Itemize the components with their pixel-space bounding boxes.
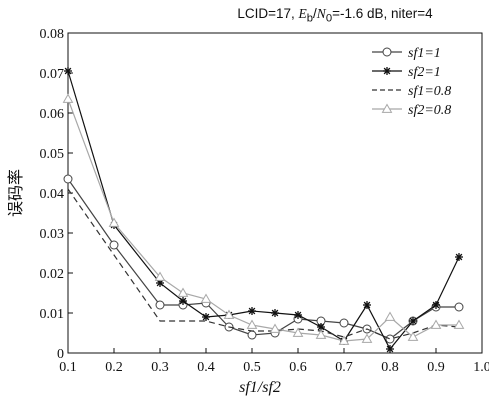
x-tick-label: 0.6: [289, 360, 307, 375]
triangle-marker: [62, 93, 74, 103]
x-tick-label: 0.2: [105, 360, 123, 375]
title-eb-sub: b: [306, 12, 314, 25]
triangle-marker: [338, 335, 350, 345]
triangle-marker: [154, 271, 166, 281]
star-marker: [179, 297, 187, 305]
y-tick-label: 0.07: [40, 67, 65, 82]
triangle-marker: [108, 217, 120, 227]
series-0: [63, 174, 464, 344]
chart-axes: 0.1 0.2 0.3 0.4 0.5 0.6 0.7 0.8 0.9 1.0 0 0.01 0.02 0…: [7, 27, 489, 396]
x-tick-label: 0.3: [151, 360, 169, 375]
x-tick-label: 1.0: [473, 360, 489, 375]
triangle-marker: [361, 333, 373, 343]
x-tick-label: 0.8: [381, 360, 399, 375]
y-tick-label: 0.06: [40, 107, 65, 122]
triangle-marker: [381, 103, 393, 113]
star-marker: [409, 317, 417, 325]
circle-marker: [385, 334, 395, 344]
x-tick-label: 0.7: [335, 360, 353, 375]
triangle-marker: [315, 329, 327, 339]
circle-marker: [382, 47, 392, 57]
plot-frame: [67, 32, 483, 354]
triangle-marker: [384, 311, 396, 321]
y-tick-label: 0.02: [40, 267, 65, 282]
legend-label: sf1=0.8: [408, 84, 451, 99]
star-marker: [294, 311, 302, 319]
star-marker: [317, 323, 325, 331]
star-marker: [455, 253, 463, 261]
y-tick-label: 0.01: [40, 307, 65, 322]
title-eb: E: [298, 6, 307, 21]
star-marker: [432, 301, 440, 309]
series-line: [67, 178, 459, 340]
chart-title: LCID=17, Eb/N0=-1.6 dB, niter=4: [190, 6, 480, 25]
star-marker: [386, 345, 394, 353]
y-tick-label: 0.04: [40, 187, 65, 202]
legend-label: sf1=1: [408, 46, 441, 61]
series-line: [67, 98, 459, 342]
triangle-marker: [223, 309, 235, 319]
chart-series: [62, 67, 465, 353]
title-n0-sub: 0: [325, 12, 333, 25]
triangle-marker: [430, 319, 442, 329]
x-tick-label: 0.9: [427, 360, 445, 375]
triangle-marker: [200, 293, 212, 303]
circle-marker: [155, 300, 165, 310]
series-3: [62, 93, 465, 345]
x-axis-label: sf1/sf2: [239, 379, 281, 396]
circle-marker: [63, 174, 73, 184]
series-line: [67, 70, 460, 351]
chart-legend: sf1=1 sf2=1 sf1=0.8 sf2=0.8: [372, 46, 451, 118]
y-axis-label: 误码率: [7, 169, 25, 217]
title-n0: N: [316, 6, 326, 21]
legend-label: sf2=0.8: [408, 103, 451, 118]
triangle-marker: [269, 323, 281, 333]
circle-marker: [339, 318, 349, 328]
triangle-marker: [407, 331, 419, 341]
title-lcid: LCID=17,: [237, 6, 295, 21]
x-tick-label: 0.1: [59, 360, 77, 375]
x-tick-label: 0.4: [197, 360, 215, 375]
star-marker: [248, 307, 256, 315]
star-marker: [363, 301, 371, 309]
y-tick-label: 0.03: [40, 227, 65, 242]
triangle-marker: [453, 319, 465, 329]
series-2: [67, 188, 460, 340]
triangle-marker: [292, 327, 304, 337]
series-line: [67, 188, 460, 340]
title-rest: =-1.6 dB, niter=4: [332, 6, 433, 21]
circle-marker: [109, 240, 119, 250]
triangle-marker: [177, 287, 189, 297]
circle-marker: [454, 302, 464, 312]
star-marker: [64, 67, 72, 75]
y-tick-label: 0.08: [40, 27, 65, 42]
series-1: [64, 67, 463, 353]
title-slash: /: [313, 6, 317, 21]
star-marker: [383, 67, 391, 75]
x-tick-label: 0.5: [243, 360, 261, 375]
star-marker: [202, 313, 210, 321]
circle-marker: [247, 330, 257, 340]
star-marker: [271, 309, 279, 317]
y-tick-label: 0: [57, 347, 64, 362]
y-tick-label: 0.05: [40, 147, 65, 162]
triangle-marker: [246, 319, 258, 329]
legend-label: sf2=1: [408, 65, 441, 80]
